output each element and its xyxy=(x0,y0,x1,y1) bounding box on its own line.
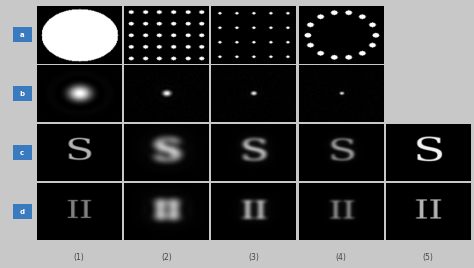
Text: c: c xyxy=(20,150,24,156)
Text: (5): (5) xyxy=(423,253,433,262)
Text: d: d xyxy=(20,209,25,215)
Text: (3): (3) xyxy=(248,253,259,262)
Text: (4): (4) xyxy=(336,253,346,262)
Text: a: a xyxy=(20,32,25,38)
Text: (1): (1) xyxy=(74,253,84,262)
Text: b: b xyxy=(20,91,25,97)
Text: (2): (2) xyxy=(161,253,172,262)
